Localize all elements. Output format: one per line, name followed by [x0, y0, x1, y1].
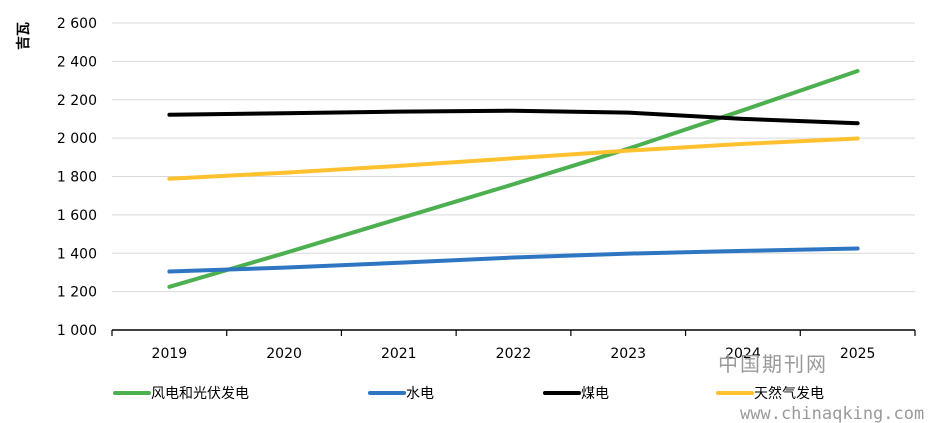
y-tick-label: 2 200	[57, 93, 97, 109]
watermark-url: www.chinaqking.com	[740, 404, 924, 423]
x-tick-label: 2023	[610, 346, 646, 362]
watermark-text: 中国期刊网	[718, 352, 828, 376]
x-tick-label: 2025	[840, 346, 876, 362]
series-line	[167, 69, 860, 289]
y-tick-label: 2 400	[57, 54, 97, 70]
y-tick-label: 1 000	[57, 323, 97, 339]
y-tick-label: 1 600	[57, 208, 97, 224]
legend-label: 风电和光伏发电	[151, 386, 249, 402]
y-tick-labels: 1 000 1 200 1 400 1 600 1 800 2 000 2 200 2 400…	[57, 16, 97, 339]
legend-label: 天然气发电	[754, 385, 824, 402]
x-tick-label: 2019	[152, 346, 188, 362]
legend-label: 水电	[406, 386, 434, 402]
legend-label: 煤电	[581, 386, 609, 402]
y-tick-label: 1 800	[57, 170, 97, 186]
y-tick-label: 2 600	[57, 16, 97, 32]
y-tick-label: 1 400	[57, 246, 97, 262]
x-axis: 2019 2020 2021 2022 2023 2024 2025	[111, 329, 916, 362]
series-line	[167, 108, 860, 126]
series-line	[167, 136, 860, 181]
legend: 风电和光伏发电 水电 煤电 天然气发电	[113, 385, 824, 402]
series-lines	[167, 69, 860, 289]
x-tick-label: 2020	[266, 346, 302, 362]
y-tick-label: 2 000	[57, 131, 97, 147]
y-axis-title: 吉瓦	[15, 22, 32, 50]
y-tick-label: 1 200	[57, 285, 97, 301]
x-tick-label: 2022	[496, 346, 532, 362]
series-line	[167, 246, 860, 274]
x-tick-label: 2024	[725, 346, 761, 362]
x-tick-label: 2021	[381, 346, 417, 362]
